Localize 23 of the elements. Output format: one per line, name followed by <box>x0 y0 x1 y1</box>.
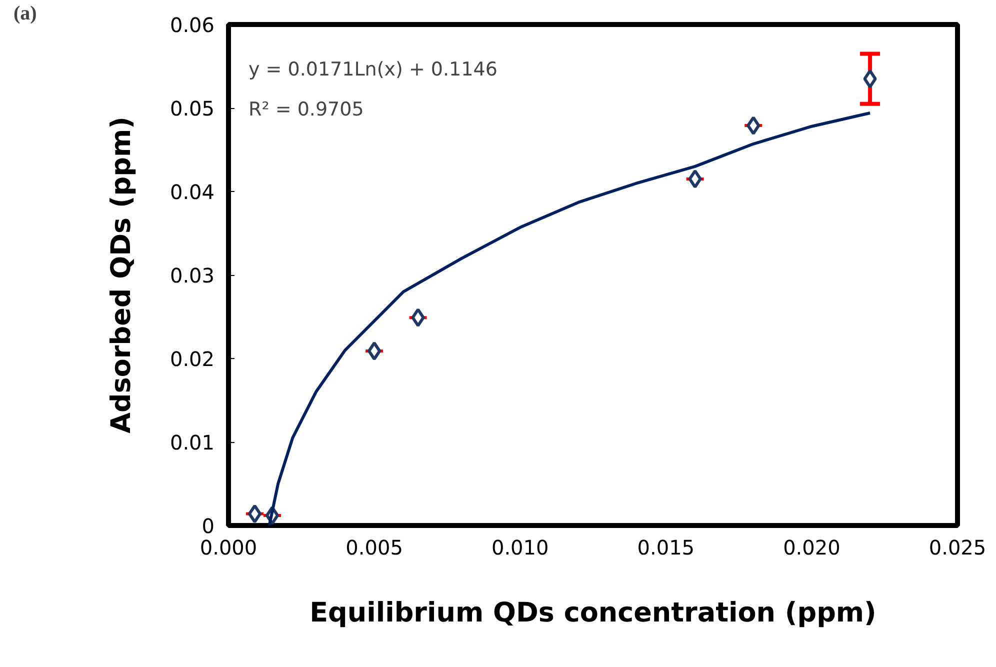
x-tick-label: 0.015 <box>637 536 695 560</box>
point <box>863 69 877 88</box>
x-tick-label: 0.020 <box>783 536 840 560</box>
point <box>411 308 425 328</box>
annotation: R² = 0.9705 <box>248 98 364 120</box>
y-tick-label: 0.06 <box>170 13 214 37</box>
point <box>367 341 382 360</box>
y-axis-title: Adsorbed QDs (ppm) <box>106 116 137 434</box>
point <box>688 169 702 188</box>
y-tick-label: 0.03 <box>170 264 214 288</box>
x-tick-label: 0.005 <box>346 536 403 560</box>
y-tick-label: 0.04 <box>170 180 214 204</box>
annotation: y = 0.0171Ln(x) + 0.1146 <box>248 58 498 80</box>
y-tick-label: 0.05 <box>170 96 214 120</box>
x-tick-label: 0.025 <box>928 536 986 560</box>
text: (a) <box>14 2 37 24</box>
x-axis-title: Equilibrium QDs concentration (ppm) <box>310 598 876 628</box>
y-tick-label: 0.02 <box>170 347 214 371</box>
x-tick-label: 0.000 <box>200 536 258 560</box>
y-tick-label: 0.01 <box>170 430 214 454</box>
point <box>746 116 760 136</box>
y-tick-label: 0 <box>202 514 215 538</box>
x-tick-label: 0.010 <box>491 536 549 560</box>
